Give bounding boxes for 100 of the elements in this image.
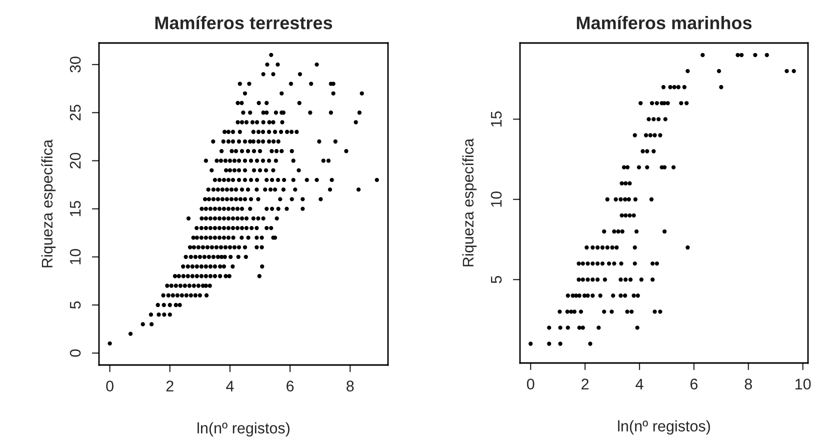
point xyxy=(250,226,254,230)
point xyxy=(652,117,656,122)
point xyxy=(654,101,660,106)
point xyxy=(618,278,623,282)
point xyxy=(278,197,282,202)
point xyxy=(199,274,204,278)
point xyxy=(166,293,170,298)
point xyxy=(244,120,249,124)
point xyxy=(204,216,208,221)
point xyxy=(300,206,305,211)
point xyxy=(240,187,244,192)
point xyxy=(224,187,230,192)
point xyxy=(240,206,244,211)
point xyxy=(274,110,278,115)
point xyxy=(246,149,250,154)
point xyxy=(586,278,590,282)
point xyxy=(193,293,198,298)
point xyxy=(290,197,294,202)
chart-title: Mamíferos marinhos xyxy=(576,16,752,30)
point xyxy=(610,245,614,250)
point xyxy=(304,178,309,182)
point xyxy=(196,284,201,288)
point xyxy=(288,82,294,86)
point xyxy=(229,187,234,192)
point xyxy=(194,274,200,278)
point xyxy=(190,264,195,269)
point xyxy=(236,168,242,172)
point xyxy=(610,310,614,314)
point xyxy=(210,168,214,172)
point xyxy=(248,110,252,115)
x-tick-label: 2 xyxy=(582,378,589,390)
point xyxy=(240,216,244,221)
point xyxy=(356,187,361,192)
point xyxy=(276,178,280,182)
y-tick-label: 10 xyxy=(70,248,81,264)
point xyxy=(624,181,628,186)
point xyxy=(266,130,272,134)
point xyxy=(256,130,261,134)
point xyxy=(576,278,581,282)
point xyxy=(220,187,225,192)
point xyxy=(128,332,133,336)
point xyxy=(212,274,218,278)
point xyxy=(240,120,244,124)
point xyxy=(328,110,334,115)
point xyxy=(605,245,610,250)
point xyxy=(194,236,200,240)
point xyxy=(254,178,260,182)
point xyxy=(661,85,666,90)
point xyxy=(360,91,364,96)
point xyxy=(598,294,602,298)
point xyxy=(547,342,552,346)
point xyxy=(240,236,244,240)
point xyxy=(192,284,196,288)
point xyxy=(212,236,218,240)
point xyxy=(254,187,259,192)
point xyxy=(230,178,236,182)
point xyxy=(222,236,226,240)
point xyxy=(635,326,640,330)
point xyxy=(612,261,616,266)
point xyxy=(317,139,322,144)
point xyxy=(308,110,312,115)
point xyxy=(298,72,302,76)
point xyxy=(208,274,213,278)
point xyxy=(226,139,231,144)
point xyxy=(226,216,231,221)
point xyxy=(566,326,570,330)
point xyxy=(246,187,250,192)
point xyxy=(222,130,227,134)
point xyxy=(200,216,204,221)
point xyxy=(314,62,319,67)
point xyxy=(254,158,260,163)
x-tick-label: 6 xyxy=(286,380,294,392)
point xyxy=(244,254,248,259)
point xyxy=(184,254,188,259)
point xyxy=(528,342,533,346)
point xyxy=(654,261,660,266)
point xyxy=(792,68,796,74)
point xyxy=(260,130,266,134)
point xyxy=(241,110,246,115)
point xyxy=(269,52,274,58)
point xyxy=(652,133,657,138)
point xyxy=(240,226,244,230)
point xyxy=(218,274,222,278)
point xyxy=(624,278,628,282)
point xyxy=(566,294,570,298)
point xyxy=(256,100,261,106)
point xyxy=(333,139,338,144)
point xyxy=(684,101,689,106)
point xyxy=(198,293,202,298)
point xyxy=(235,206,240,211)
point xyxy=(206,187,210,192)
point xyxy=(168,312,172,317)
point xyxy=(590,245,595,250)
point xyxy=(254,226,259,230)
point xyxy=(226,130,231,134)
point xyxy=(240,100,244,106)
point xyxy=(248,197,254,202)
point xyxy=(214,158,219,163)
point xyxy=(614,197,618,202)
point xyxy=(174,284,178,288)
